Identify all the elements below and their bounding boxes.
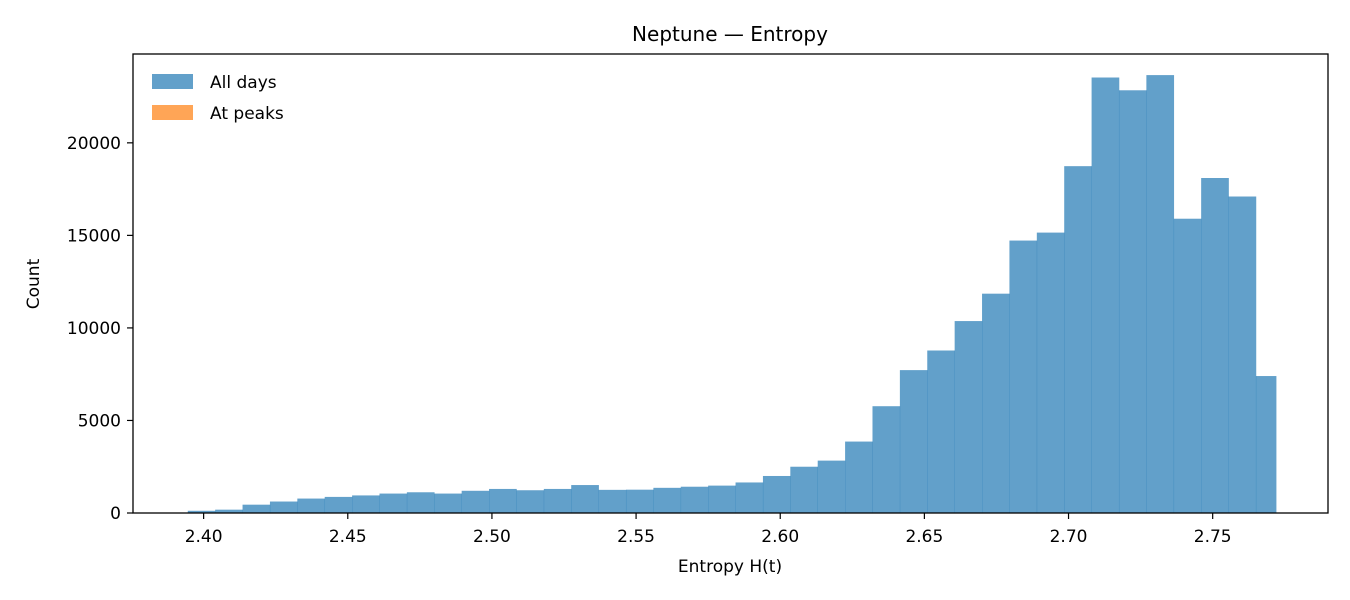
y-axis-label: Count bbox=[24, 258, 44, 309]
bar-all-days-14 bbox=[571, 485, 599, 513]
bar-all-days-39 bbox=[1255, 376, 1277, 513]
bar-all-days-34 bbox=[1118, 90, 1147, 513]
bar-all-days-36 bbox=[1173, 218, 1202, 513]
y-tick-label: 5000 bbox=[78, 411, 121, 431]
bar-all-days-33 bbox=[1091, 77, 1120, 513]
y-tick-label: 0 bbox=[110, 504, 121, 524]
histogram-bars bbox=[187, 75, 1277, 513]
y-tick-label: 20000 bbox=[67, 134, 121, 154]
bar-all-days-5 bbox=[324, 496, 353, 513]
bar-all-days-25 bbox=[872, 406, 901, 513]
bar-all-days-4 bbox=[297, 498, 326, 513]
y-tick-label: 15000 bbox=[67, 226, 121, 246]
x-tick-label: 2.40 bbox=[185, 527, 223, 547]
x-tick-label: 2.60 bbox=[761, 527, 799, 547]
chart-title: Neptune — Entropy bbox=[632, 22, 828, 46]
bar-all-days-29 bbox=[982, 293, 1010, 513]
bar-all-days-19 bbox=[708, 485, 736, 513]
legend: All days At peaks bbox=[152, 73, 284, 124]
bar-all-days-27 bbox=[927, 350, 955, 513]
bar-all-days-11 bbox=[489, 488, 517, 513]
x-tick-label: 2.45 bbox=[329, 527, 367, 547]
y-tick-label: 10000 bbox=[67, 319, 121, 339]
bar-all-days-9 bbox=[434, 493, 462, 513]
bar-all-days-15 bbox=[598, 489, 627, 513]
bar-all-days-3 bbox=[269, 501, 298, 513]
x-tick-label: 2.50 bbox=[473, 527, 511, 547]
x-tick-label: 2.65 bbox=[905, 527, 943, 547]
bar-all-days-17 bbox=[653, 487, 682, 513]
bar-all-days-38 bbox=[1228, 196, 1257, 513]
bar-all-days-12 bbox=[516, 490, 545, 513]
bar-all-days-13 bbox=[543, 488, 572, 513]
legend-label-at-peaks: At peaks bbox=[210, 104, 284, 124]
bar-all-days-31 bbox=[1036, 232, 1065, 513]
bar-all-days-26 bbox=[899, 370, 928, 513]
bar-all-days-6 bbox=[352, 495, 380, 513]
bar-all-days-37 bbox=[1201, 178, 1229, 513]
x-axis-label: Entropy H(t) bbox=[678, 557, 782, 577]
legend-swatch-all-days bbox=[152, 74, 193, 89]
x-axis-ticks: 2.40 2.45 2.50 2.55 2.60 2.65 2.70 2.75 bbox=[185, 513, 1232, 547]
bar-all-days-23 bbox=[817, 460, 846, 513]
x-tick-label: 2.75 bbox=[1194, 527, 1232, 547]
bar-all-days-16 bbox=[625, 489, 654, 513]
bar-all-days-8 bbox=[406, 492, 435, 513]
bar-all-days-18 bbox=[680, 486, 709, 513]
bar-all-days-0 bbox=[187, 510, 216, 513]
bar-all-days-1 bbox=[215, 509, 243, 513]
plot-frame bbox=[132, 53, 1329, 514]
bar-all-days-35 bbox=[1146, 75, 1175, 513]
y-axis-ticks: 0 5000 10000 15000 20000 bbox=[67, 134, 133, 524]
bar-all-days-7 bbox=[379, 493, 408, 513]
bar-all-days-24 bbox=[845, 441, 873, 513]
bar-all-days-28 bbox=[954, 321, 983, 513]
bar-all-days-22 bbox=[790, 466, 819, 513]
bar-all-days-10 bbox=[461, 490, 490, 513]
bar-all-days-2 bbox=[242, 504, 271, 513]
bar-all-days-30 bbox=[1009, 240, 1038, 513]
legend-swatch-at-peaks bbox=[152, 105, 193, 120]
legend-label-all-days: All days bbox=[210, 73, 277, 93]
x-tick-label: 2.55 bbox=[617, 527, 655, 547]
bar-all-days-32 bbox=[1064, 166, 1092, 513]
bar-all-days-20 bbox=[735, 482, 764, 513]
bar-all-days-21 bbox=[762, 475, 791, 513]
x-tick-label: 2.70 bbox=[1050, 527, 1088, 547]
